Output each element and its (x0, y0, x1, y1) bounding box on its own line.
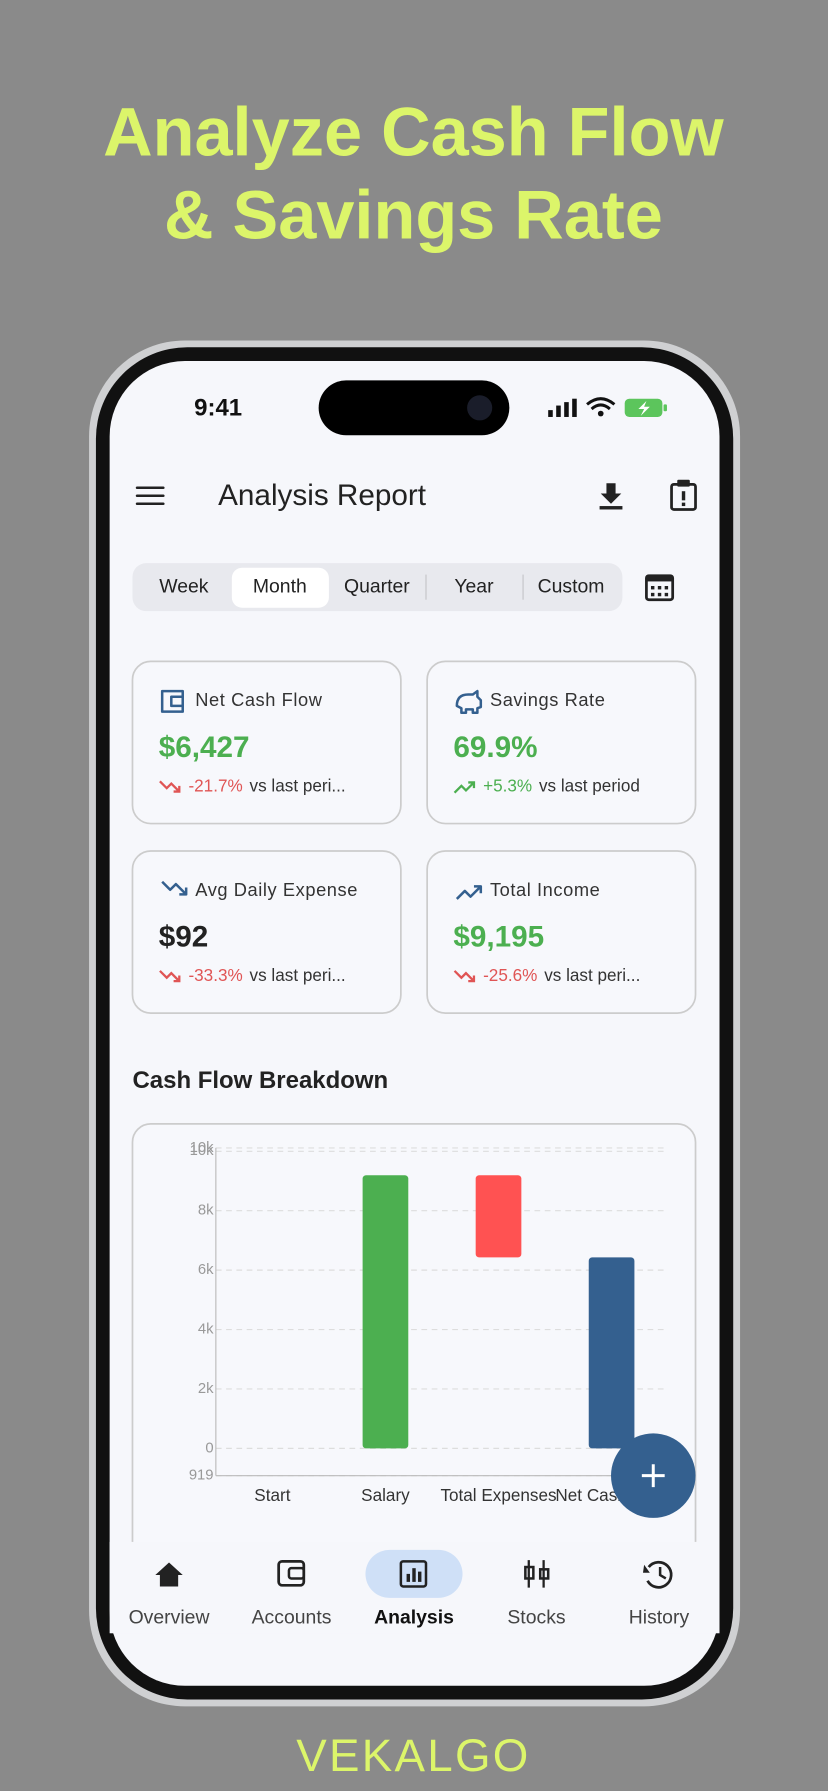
card-icon (455, 689, 483, 715)
stat-card[interactable] (426, 660, 697, 825)
card-suffix: vs last period (539, 776, 640, 796)
y-tick-label: 919 (189, 1468, 214, 1484)
page-title: Analysis Report (218, 479, 427, 512)
section-title: Cash Flow Breakdown (132, 1067, 388, 1094)
calendar-icon[interactable] (645, 574, 675, 602)
card-label: Net Cash Flow (195, 689, 322, 710)
card-icon (455, 885, 483, 900)
brand: VEKALGO (296, 1730, 530, 1781)
menu-icon[interactable] (135, 486, 165, 506)
card-change: +5.3% (483, 776, 532, 796)
trend-icon (159, 780, 181, 793)
headline: & Savings Rate (164, 177, 663, 254)
report-icon[interactable] (670, 479, 697, 511)
download-icon[interactable] (599, 483, 623, 510)
bar[interactable] (588, 1257, 635, 1449)
card-value: 69.9% (453, 731, 537, 764)
nav-label[interactable]: Analysis (374, 1607, 454, 1629)
y-tick-label: 4k (198, 1321, 214, 1337)
stat-card[interactable] (131, 660, 402, 825)
tab-label[interactable]: Month (253, 575, 307, 597)
nav-label[interactable]: History (629, 1607, 690, 1629)
y-tick-label: 6k (198, 1262, 214, 1278)
card-change: -21.7% (188, 776, 242, 796)
stat-card[interactable] (426, 850, 697, 1014)
nav-label[interactable]: Stocks (507, 1607, 565, 1629)
trend-icon (453, 970, 476, 983)
status-icons (548, 397, 667, 417)
card-suffix: vs last peri... (250, 776, 346, 796)
y-tick-label: 10k (190, 1140, 214, 1156)
add-button[interactable] (611, 1433, 696, 1518)
y-tick-label: 10k (190, 1143, 214, 1159)
bar[interactable] (362, 1175, 409, 1449)
headline: Analyze Cash Flow (103, 93, 724, 170)
trend-icon (453, 781, 476, 794)
x-tick-label: Salary (361, 1485, 410, 1505)
card-suffix: vs last peri... (250, 965, 346, 985)
card-value: $6,427 (159, 731, 250, 764)
tab-label[interactable]: Week (159, 575, 209, 597)
tab-label[interactable]: Custom (538, 575, 605, 597)
tab-label[interactable]: Year (454, 575, 494, 597)
bar[interactable] (475, 1175, 522, 1258)
camera (467, 395, 493, 421)
card-value: $92 (159, 921, 209, 954)
stat-card[interactable] (131, 850, 402, 1014)
card-change: -25.6% (483, 965, 537, 985)
card-suffix: vs last peri... (544, 965, 640, 985)
card-label: Savings Rate (490, 689, 606, 710)
card-label: Avg Daily Expense (195, 879, 358, 900)
card-value: $9,195 (453, 921, 544, 954)
x-tick-label: Total Expenses (440, 1485, 556, 1505)
tab-label[interactable]: Quarter (344, 575, 410, 597)
card-label: Total Income (490, 879, 600, 900)
x-tick-label: Start (254, 1485, 290, 1505)
card-icon (161, 880, 188, 896)
y-tick-label: 2k (198, 1381, 214, 1397)
card-change: -33.3% (188, 965, 242, 985)
y-tick-label: 8k (198, 1203, 214, 1219)
card-icon (160, 689, 184, 713)
tab-selected[interactable] (231, 567, 329, 608)
status-time: 9:41 (194, 394, 242, 421)
y-tick-label: 0 (205, 1440, 213, 1456)
nav-icons (155, 1559, 673, 1589)
chart-card (131, 1123, 697, 1554)
dynamic-island (318, 380, 510, 436)
trend-icon (159, 970, 181, 983)
nav-label[interactable]: Overview (129, 1607, 211, 1629)
nav-label[interactable]: Accounts (252, 1607, 332, 1629)
